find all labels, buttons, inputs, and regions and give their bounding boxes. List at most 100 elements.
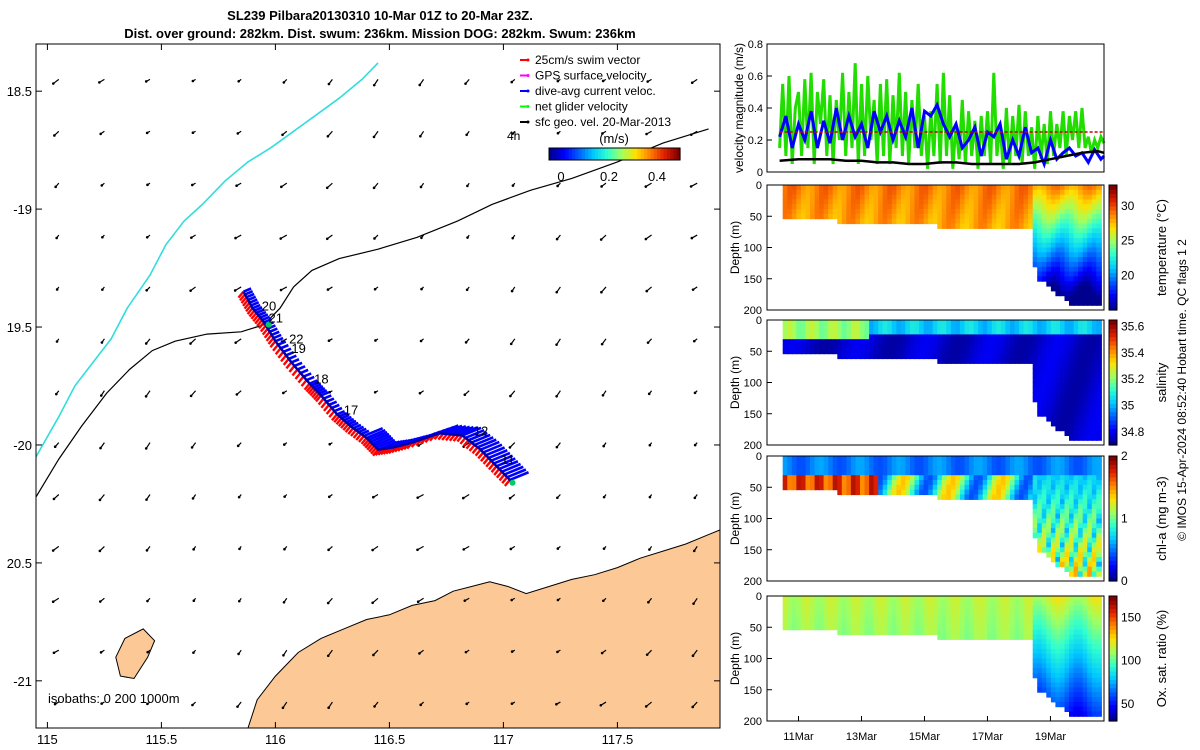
track-day-label: 22 xyxy=(289,332,303,347)
glider-track-line xyxy=(242,291,514,484)
colorbar-tick-label: 20 xyxy=(1121,268,1135,282)
section-ylabel: Depth (m) xyxy=(728,632,742,685)
colorbar-tick-label: 35.4 xyxy=(1121,346,1145,360)
time-xtick-label: 17Mar xyxy=(972,731,1004,743)
velocity-series-line xyxy=(779,149,1105,166)
colorbar-tick-label: 34.8 xyxy=(1121,425,1145,439)
section-ytick-label: 100 xyxy=(744,654,762,666)
colorbar-tick-label: 150 xyxy=(1121,611,1141,625)
section-colorbar xyxy=(1108,595,1118,722)
section-ytick-label: 150 xyxy=(744,274,762,286)
island-land xyxy=(115,628,156,680)
colorbar-unit-label: (m/s) xyxy=(599,131,629,146)
section-ytick-label: 200 xyxy=(744,716,762,728)
section-ytick-label: 150 xyxy=(744,409,762,421)
colorbar-tick-label: 50 xyxy=(1121,697,1135,711)
colorbar-tick-label: 0.2 xyxy=(600,169,618,184)
track-day-label: 17 xyxy=(344,402,358,417)
legend-label: GPS surface velocity xyxy=(535,69,646,83)
section-ytick-label: 150 xyxy=(744,685,762,697)
time-xtick-label: 19Mar xyxy=(1035,731,1067,743)
track-day-label: 12 xyxy=(474,424,488,439)
map-xtick-label: 115 xyxy=(37,732,58,747)
map-plot-area xyxy=(36,62,720,728)
section-panel-oxygen: 0 50 100 150 200 Depth (m) 50 100 150 Ox. sat. ra… xyxy=(728,591,1169,728)
figure-title-line2: Dist. over ground: 282km. Dist. swum: 23… xyxy=(124,26,636,41)
section-colorbar-label: salinity xyxy=(1154,362,1169,402)
track-day-label: 20 xyxy=(262,299,276,314)
section-ytick-label: 100 xyxy=(744,378,762,390)
map-ytick-label: -19 xyxy=(13,202,32,217)
map-axes-frame xyxy=(35,43,721,729)
glider-track xyxy=(237,287,530,487)
section-panel-salinity: 0 50 100 150 200 Depth (m) 34.8 35 35.2 35.4 35.6 s… xyxy=(728,315,1169,452)
velocity-ytick-label: 0 xyxy=(757,167,763,179)
legend-label: sfc geo. vel. 20-Mar-2013 xyxy=(535,115,671,129)
colorbar-tick-label: 1 xyxy=(1121,512,1128,526)
map-ytick-label: -20 xyxy=(13,438,32,453)
copyright-note: © IMOS 15-Apr-2024 08:52:40 Hobart time.… xyxy=(1175,239,1189,541)
section-colorbar-label: Ox. sat. ratio (%) xyxy=(1154,610,1169,708)
map-ytick-label: 20.5 xyxy=(7,556,32,571)
velocity-ytick-label: 0.2 xyxy=(748,135,763,147)
section-ytick-label: 150 xyxy=(744,545,762,557)
velocity-ytick-label: 0.8 xyxy=(748,39,763,51)
isobath-200m-line xyxy=(36,62,379,458)
legend-scale-label: 4h xyxy=(507,129,520,143)
section-ytick-label: 0 xyxy=(756,451,762,463)
velocity-ylabel: velocity magnitude (m/s) xyxy=(732,43,746,173)
colorbar-tick-label: 0 xyxy=(557,169,564,184)
coastline-land xyxy=(247,529,720,728)
section-ytick-label: 200 xyxy=(744,305,762,317)
colorbar-tick-label: 0.4 xyxy=(648,169,666,184)
time-xtick-label: 13Mar xyxy=(846,731,878,743)
map-ytick-label: 19.5 xyxy=(7,320,32,335)
legend-label: 25cm/s swim vector xyxy=(535,53,640,67)
section-ytick-label: 50 xyxy=(750,622,762,634)
section-colorbar-label: temperature (°C) xyxy=(1154,199,1169,296)
track-start-marker xyxy=(265,321,272,328)
colorbar-tick-label: 35.2 xyxy=(1121,372,1145,386)
track-day-label: 21 xyxy=(269,310,283,325)
track-end-marker xyxy=(509,479,516,486)
colorbar-tick-label: 35 xyxy=(1121,399,1135,413)
colorbar-tick-label: 30 xyxy=(1121,199,1135,213)
isobath-1000m-line xyxy=(36,128,709,498)
section-ytick-label: 100 xyxy=(744,243,762,255)
section-ytick-label: 0 xyxy=(756,315,762,327)
map-ytick-label: -21 xyxy=(13,674,32,689)
section-ytick-label: 50 xyxy=(750,482,762,494)
map-xtick-label: 116.5 xyxy=(374,732,406,747)
map-colorbar xyxy=(548,147,681,161)
colorbar-tick-label: 2 xyxy=(1121,449,1128,463)
geostrophic-vector-field xyxy=(51,78,698,710)
section-colorbar xyxy=(1108,455,1118,582)
section-ytick-label: 200 xyxy=(744,440,762,452)
section-ytick-label: 0 xyxy=(756,591,762,603)
section-ylabel: Depth (m) xyxy=(728,356,742,409)
section-ytick-label: 0 xyxy=(756,180,762,192)
track-day-label: 19 xyxy=(291,341,305,356)
map-legend: 25cm/s swim vector GPS surface velocitydi… xyxy=(507,53,681,184)
section-ytick-label: 50 xyxy=(750,211,762,223)
time-xtick-label: 11Mar xyxy=(783,731,814,743)
isobaths-label: isobaths: 0 200 1000m xyxy=(48,691,180,706)
section-colorbar-label: chl-a (mg m-3) xyxy=(1154,476,1169,561)
colorbar-tick-label: 25 xyxy=(1121,234,1135,248)
track-day-label: 18 xyxy=(314,372,328,387)
legend-label: net glider velocity xyxy=(535,100,628,114)
map-xtick-label: 116 xyxy=(265,732,286,747)
velocity-ytick-label: 0.6 xyxy=(748,71,763,83)
map-ytick-label: 18.5 xyxy=(7,84,32,99)
colorbar-tick-label: 35.6 xyxy=(1121,320,1145,334)
section-panel-chl-a: 0 50 100 150 200 Depth (m) 0 1 2 chl-a (mg m-3) xyxy=(728,449,1169,588)
time-xtick-label: 15Mar xyxy=(909,731,941,743)
section-ylabel: Depth (m) xyxy=(728,221,742,274)
section-ytick-label: 50 xyxy=(750,346,762,358)
map-xtick-label: 115.5 xyxy=(146,732,178,747)
colorbar-tick-label: 100 xyxy=(1121,654,1141,668)
track-day-label: 11 xyxy=(501,452,515,467)
